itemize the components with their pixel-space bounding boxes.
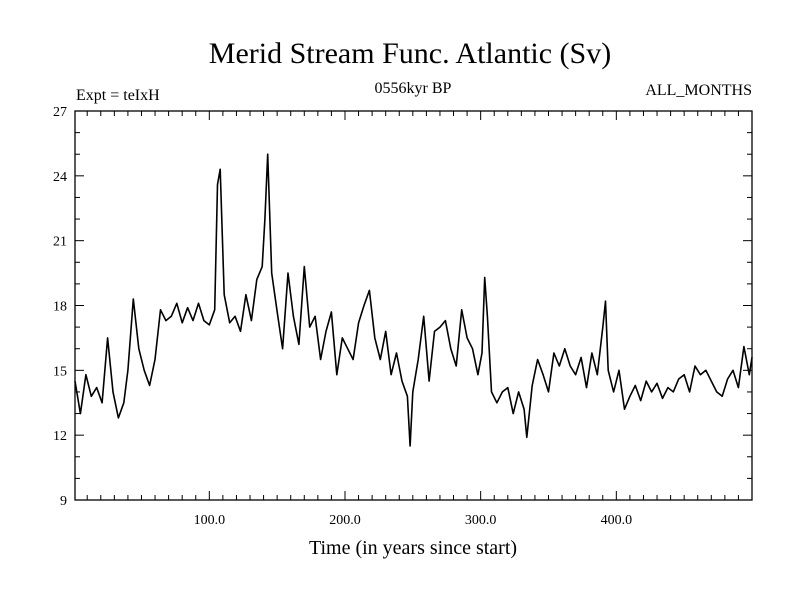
- y-tick-label: 15: [53, 364, 67, 379]
- y-tick-label: 9: [60, 494, 67, 509]
- plot-frame: [74, 110, 753, 501]
- x-axis-label: Time (in years since start): [309, 537, 517, 559]
- y-tick-label: 21: [53, 235, 67, 250]
- chart-subtitle: 0556kyr BP: [375, 80, 452, 97]
- x-tick-label: 300.0: [465, 513, 497, 528]
- chart-title: Merid Stream Func. Atlantic (Sv): [209, 37, 611, 70]
- axis-ticks: 100.0 200.0 300.0 400.0 9 12 15 18 21 24 27: [53, 105, 752, 528]
- experiment-label: Expt = teIxH: [76, 87, 160, 104]
- y-tick-label: 24: [53, 170, 67, 185]
- y-tick-label: 12: [53, 429, 67, 444]
- y-tick-label: 18: [53, 300, 67, 315]
- x-tick-label: 200.0: [329, 513, 361, 528]
- x-tick-label: 400.0: [601, 513, 633, 528]
- x-tick-label: 100.0: [194, 513, 226, 528]
- months-label: ALL_MONTHS: [645, 82, 752, 99]
- y-tick-label: 27: [53, 105, 67, 120]
- series-line: [74, 153, 753, 447]
